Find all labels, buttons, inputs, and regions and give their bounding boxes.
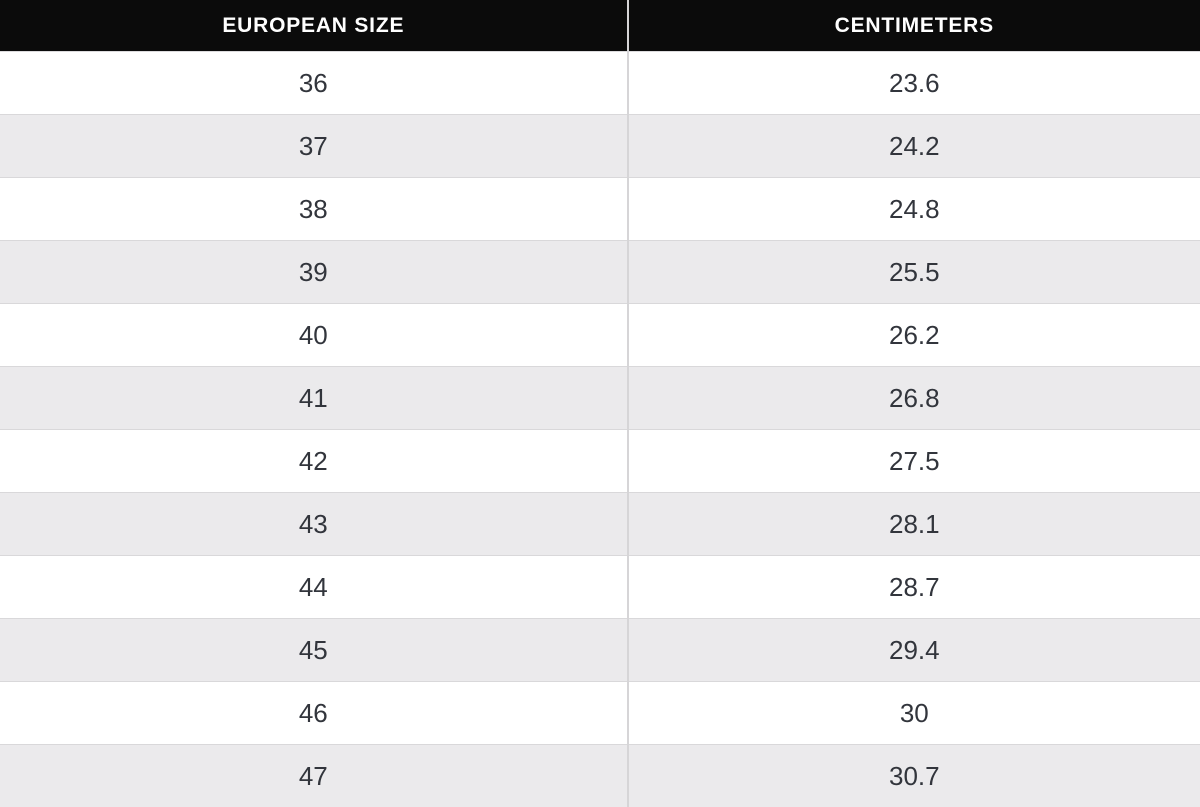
table-header: EUROPEAN SIZE CENTIMETERS [0,0,1200,52]
cell-european-size: 38 [0,178,628,241]
cell-centimeters: 28.7 [628,556,1200,619]
cell-european-size: 36 [0,52,628,115]
cell-european-size: 42 [0,430,628,493]
cell-european-size: 41 [0,367,628,430]
cell-european-size: 47 [0,745,628,807]
cell-centimeters: 24.2 [628,115,1200,178]
cell-european-size: 44 [0,556,628,619]
cell-centimeters: 30 [628,682,1200,745]
cell-european-size: 37 [0,115,628,178]
column-header-centimeters: CENTIMETERS [628,0,1200,52]
cell-centimeters: 26.2 [628,304,1200,367]
cell-european-size: 43 [0,493,628,556]
cell-centimeters: 25.5 [628,241,1200,304]
cell-centimeters: 30.7 [628,745,1200,807]
header-row: EUROPEAN SIZE CENTIMETERS [0,0,1200,52]
cell-centimeters: 29.4 [628,619,1200,682]
column-header-european-size: EUROPEAN SIZE [0,0,628,52]
cell-european-size: 45 [0,619,628,682]
cell-european-size: 46 [0,682,628,745]
cell-european-size: 39 [0,241,628,304]
cell-european-size: 40 [0,304,628,367]
cell-centimeters: 27.5 [628,430,1200,493]
cell-centimeters: 24.8 [628,178,1200,241]
cell-centimeters: 28.1 [628,493,1200,556]
cell-centimeters: 23.6 [628,52,1200,115]
cell-centimeters: 26.8 [628,367,1200,430]
